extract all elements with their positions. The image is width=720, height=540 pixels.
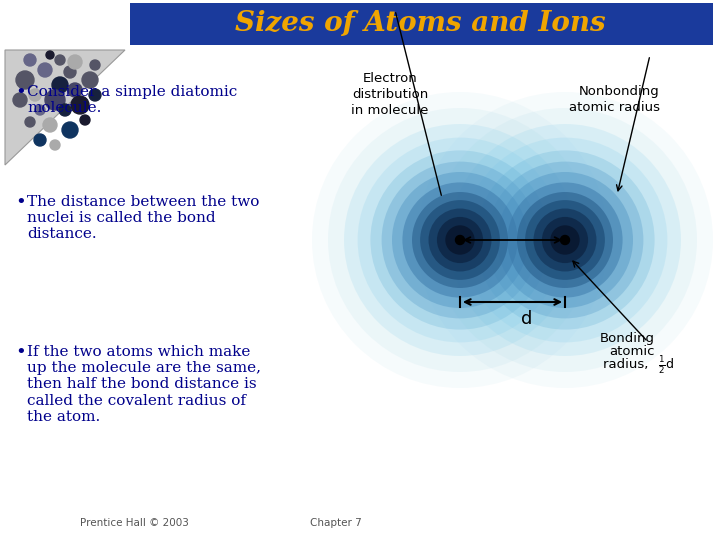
Text: radius,: radius, — [603, 358, 653, 371]
Circle shape — [428, 208, 492, 272]
Circle shape — [43, 118, 57, 132]
Circle shape — [29, 89, 41, 101]
Circle shape — [59, 104, 71, 116]
Circle shape — [16, 71, 34, 89]
Bar — [130, 3, 713, 45]
Circle shape — [382, 161, 539, 319]
Circle shape — [358, 138, 562, 342]
Circle shape — [402, 183, 518, 298]
Circle shape — [433, 108, 697, 372]
Circle shape — [62, 122, 78, 138]
Circle shape — [13, 93, 27, 107]
Circle shape — [34, 134, 46, 146]
Text: Sizes of Atoms and Ions: Sizes of Atoms and Ions — [235, 10, 606, 37]
Circle shape — [370, 151, 549, 329]
Circle shape — [508, 183, 623, 298]
Circle shape — [525, 200, 605, 280]
Text: d: d — [521, 310, 532, 328]
Circle shape — [550, 225, 580, 255]
Circle shape — [68, 83, 82, 97]
Circle shape — [517, 192, 613, 288]
Circle shape — [497, 172, 633, 308]
Circle shape — [55, 55, 65, 65]
Text: Prentice Hall © 2003: Prentice Hall © 2003 — [80, 518, 189, 528]
Circle shape — [445, 225, 474, 255]
Text: $\frac{1}{2}$d: $\frac{1}{2}$d — [658, 354, 674, 376]
Circle shape — [50, 140, 60, 150]
Circle shape — [328, 108, 592, 372]
Circle shape — [52, 77, 68, 93]
Text: •: • — [15, 84, 26, 102]
Circle shape — [82, 72, 98, 88]
Text: •: • — [15, 344, 26, 362]
Circle shape — [46, 51, 54, 59]
Circle shape — [64, 66, 76, 78]
Text: The distance between the two
nuclei is called the bond
distance.: The distance between the two nuclei is c… — [27, 195, 259, 241]
Circle shape — [90, 60, 100, 70]
Circle shape — [25, 117, 35, 127]
Circle shape — [392, 172, 528, 308]
Circle shape — [487, 161, 644, 319]
Circle shape — [463, 138, 667, 342]
Circle shape — [89, 89, 101, 101]
Circle shape — [456, 235, 464, 245]
Circle shape — [312, 92, 608, 388]
Circle shape — [449, 124, 681, 356]
Circle shape — [24, 54, 36, 66]
Circle shape — [412, 192, 508, 288]
Text: Electron
distribution
in molecule: Electron distribution in molecule — [351, 72, 428, 117]
Circle shape — [80, 115, 90, 125]
Text: atomic: atomic — [610, 345, 655, 358]
Circle shape — [38, 63, 52, 77]
Circle shape — [475, 151, 654, 329]
Circle shape — [437, 217, 483, 263]
Circle shape — [344, 124, 576, 356]
Circle shape — [420, 200, 500, 280]
Circle shape — [560, 235, 570, 245]
Text: If the two atoms which make
up the molecule are the same,
then half the bond dis: If the two atoms which make up the molec… — [27, 345, 261, 424]
Text: Consider a simple diatomic
molecule.: Consider a simple diatomic molecule. — [27, 85, 238, 115]
Circle shape — [542, 217, 588, 263]
Circle shape — [417, 92, 713, 388]
Polygon shape — [5, 50, 125, 165]
Circle shape — [68, 55, 82, 69]
Circle shape — [45, 90, 65, 110]
Circle shape — [534, 208, 596, 272]
Circle shape — [71, 96, 89, 114]
Circle shape — [35, 105, 45, 115]
Text: Nonbonding
atomic radius: Nonbonding atomic radius — [569, 85, 660, 114]
Text: •: • — [15, 194, 26, 212]
Text: Chapter 7: Chapter 7 — [310, 518, 361, 528]
Text: Bonding: Bonding — [600, 332, 655, 345]
